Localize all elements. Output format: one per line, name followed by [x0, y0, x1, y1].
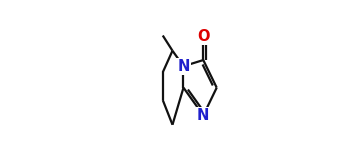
Text: N: N: [197, 108, 209, 123]
Text: N: N: [177, 59, 190, 74]
Text: O: O: [197, 29, 209, 44]
